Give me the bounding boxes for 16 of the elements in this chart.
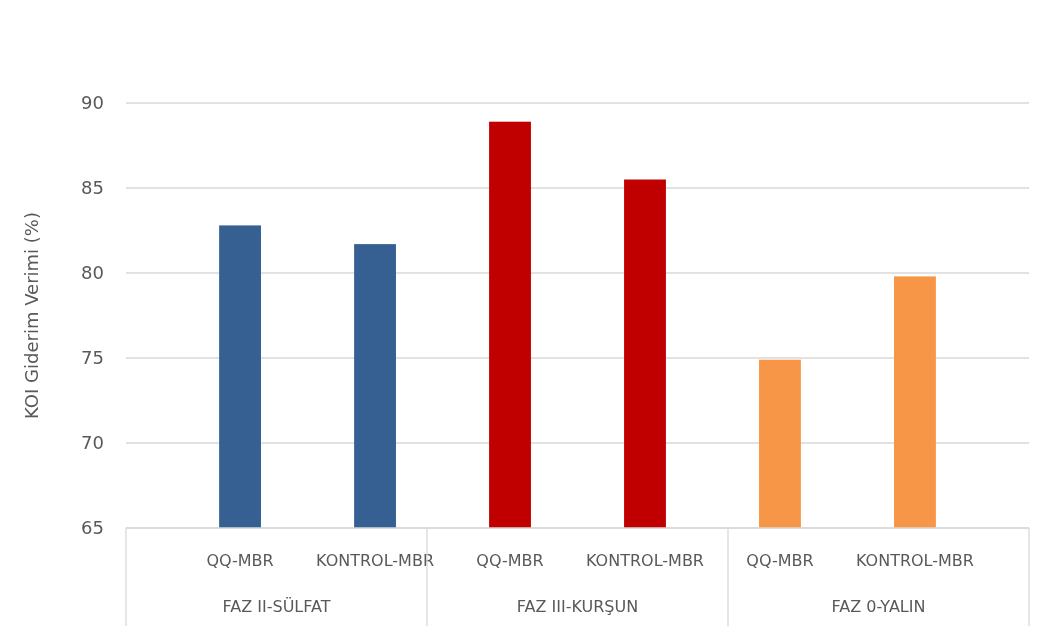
x-tick-label: QQ-MBR: [476, 551, 544, 570]
y-axis-title: KOI Giderim Verimi (%): [21, 212, 42, 419]
text: FAZ 0-YALIN: [831, 597, 926, 616]
text: FAZ III-KURŞUN: [516, 597, 639, 616]
y-tick-label: 85: [81, 177, 104, 199]
text: FAZ II-SÜLFAT: [222, 597, 331, 616]
x-tick-label: QQ-MBR: [746, 551, 814, 570]
y-tick-label: 90: [81, 92, 104, 114]
y-tick-label: 75: [81, 347, 104, 369]
x-tick-label: QQ-MBR: [206, 551, 274, 570]
y-tick-label: 65: [81, 517, 104, 539]
x-tick-label: KONTROL-MBR: [855, 551, 974, 570]
x-tick-label: KONTROL-MBR: [586, 551, 704, 570]
y-tick-label: 80: [81, 262, 104, 284]
x-tick-label: KONTROL-MBR: [316, 551, 435, 570]
y-tick-label: 70: [81, 432, 104, 454]
